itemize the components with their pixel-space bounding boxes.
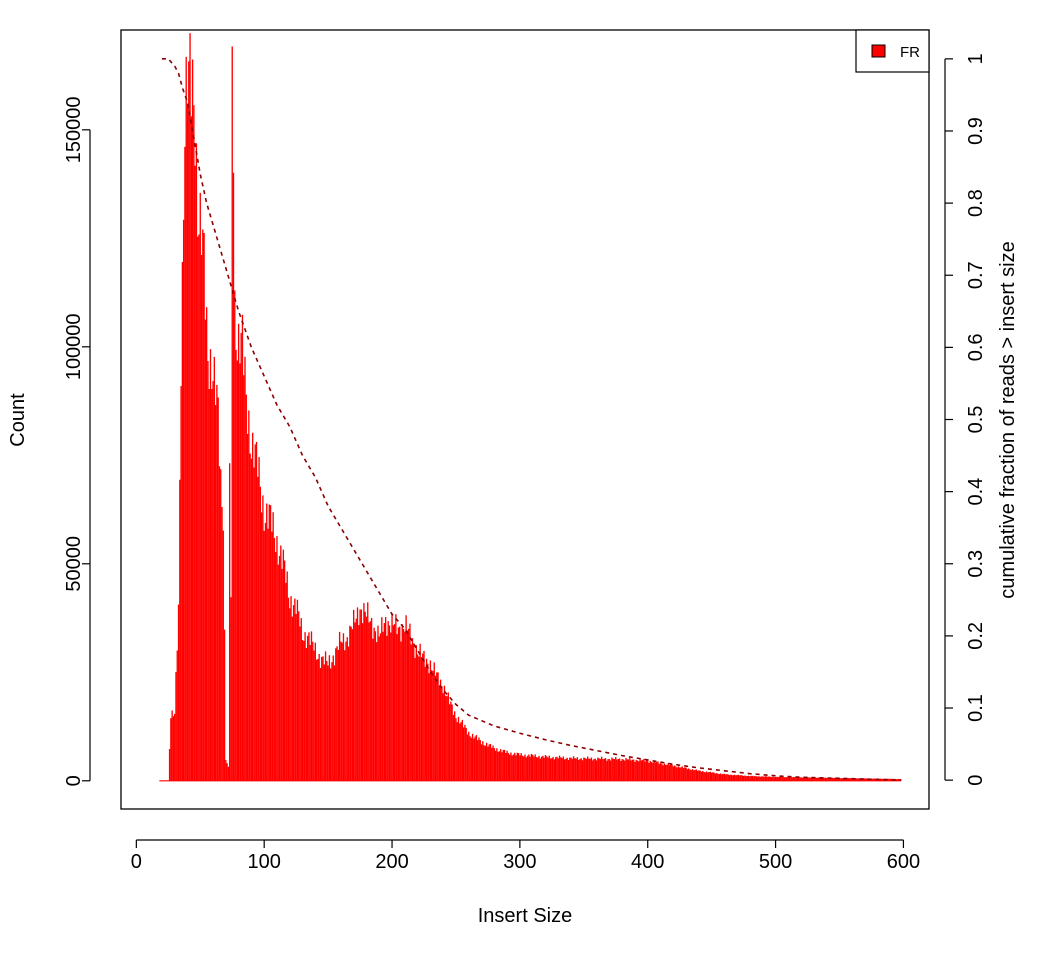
y2-tick-label: 0.2 <box>965 622 987 650</box>
y2-tick-label: 1 <box>965 53 987 64</box>
y-tick-label: 150000 <box>63 96 85 163</box>
y-axis-left: 0 50000 100000 150000 <box>63 96 91 786</box>
x-tick-label: 600 <box>887 851 920 873</box>
x-tick-label: 300 <box>503 851 536 873</box>
legend-box <box>855 29 930 73</box>
cumulative-fraction-line <box>161 58 901 781</box>
x-axis: 0 100 200 300 400 500 600 <box>131 839 920 873</box>
y2-tick-label: 0.5 <box>965 406 987 434</box>
legend-label-fr: FR <box>900 44 920 61</box>
x-tick-label: 100 <box>248 851 281 873</box>
y-tick-label: 50000 <box>63 536 85 592</box>
y2-tick-label: 0.3 <box>965 550 987 578</box>
y2-tick-label: 0.6 <box>965 333 987 361</box>
legend-swatch-fr <box>871 44 886 58</box>
y2-axis-title: cumulative fraction of reads > insert si… <box>997 241 1019 598</box>
y2-tick-label: 0.9 <box>965 117 987 145</box>
y-tick-label: 0 <box>63 775 85 786</box>
y2-tick-label: 0.7 <box>965 261 987 289</box>
x-axis-title: Insert Size <box>478 905 572 927</box>
y2-tick-label: 0.1 <box>965 694 987 722</box>
legend: FR <box>855 29 930 73</box>
histogram-bars <box>159 33 902 782</box>
plot-frame <box>120 29 930 810</box>
x-tick-label: 500 <box>759 851 792 873</box>
x-tick-label: 200 <box>375 851 408 873</box>
x-tick-label: 400 <box>631 851 664 873</box>
y2-tick-label: 0 <box>965 775 987 786</box>
y-tick-label: 100000 <box>63 313 85 380</box>
y-axis-right: 0 0.1 0.2 0.3 0.4 0.5 0.6 0.7 0.8 0.9 1 <box>944 53 987 786</box>
x-tick-label: 0 <box>131 851 142 873</box>
y2-tick-label: 0.4 <box>965 478 987 506</box>
y-axis-title: Count <box>7 393 29 447</box>
y2-tick-label: 0.8 <box>965 189 987 217</box>
